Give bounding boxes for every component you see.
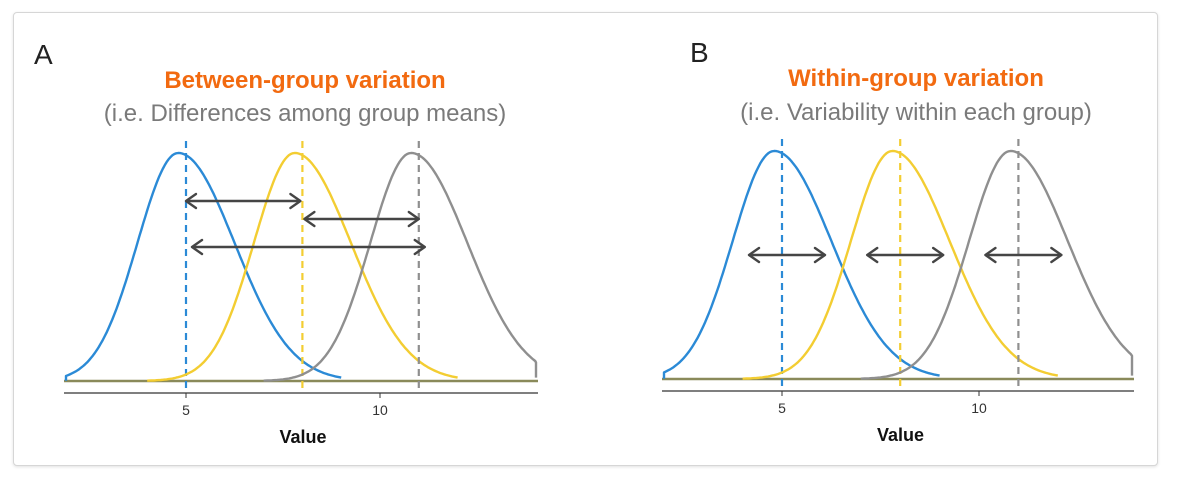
x-axis-title: Value xyxy=(279,427,326,447)
density-curve-gray xyxy=(860,149,1134,380)
figure-card: A Between-group variation (i.e. Differen… xyxy=(13,12,1158,466)
x-tick-label: 10 xyxy=(372,402,388,418)
arrowhead xyxy=(1050,246,1063,264)
arrowhead xyxy=(407,210,420,228)
panel-title: Between-group variation xyxy=(164,67,446,94)
x-tick-label: 5 xyxy=(182,402,190,418)
panel-b: B Within-group variation (i.e. Variabili… xyxy=(614,13,1159,467)
panel-title: Within-group variation xyxy=(788,65,1044,92)
arrowhead xyxy=(865,246,879,264)
density-curve-blue xyxy=(64,151,342,382)
distribution-plot-a: 5 10 Value xyxy=(64,141,538,447)
arrowhead xyxy=(190,238,204,256)
arrowhead xyxy=(184,192,198,210)
arrowhead xyxy=(813,246,827,264)
x-tick-label: 10 xyxy=(971,400,987,416)
panel-letter: B xyxy=(690,37,709,68)
distribution-plot-b: 5 10 Value xyxy=(662,139,1134,445)
arrowhead xyxy=(984,246,997,264)
density-curve-blue xyxy=(662,149,940,380)
panel-subtitle: (i.e. Differences among group means) xyxy=(103,100,507,127)
x-axis-title: Value xyxy=(877,425,924,445)
arrowhead xyxy=(747,246,761,264)
arrowhead xyxy=(413,238,426,256)
arrowhead xyxy=(289,192,302,210)
panel-subtitle: (i.e. Variability within each group) xyxy=(740,99,1092,126)
panel-a: A Between-group variation (i.e. Differen… xyxy=(14,13,584,467)
arrowhead xyxy=(932,246,945,264)
arrowhead xyxy=(303,210,316,228)
panel-letter: A xyxy=(34,39,53,70)
x-tick-label: 5 xyxy=(778,400,786,416)
density-curve-gray xyxy=(263,151,538,382)
